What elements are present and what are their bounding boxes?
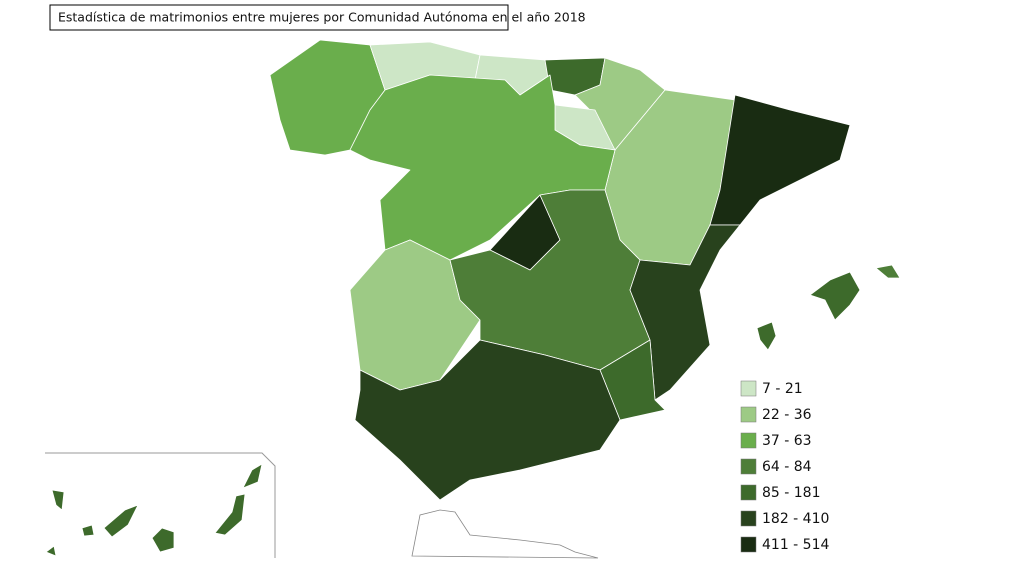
legend-swatch (740, 510, 757, 527)
region-canarias-4 (151, 527, 175, 553)
region-andalucia (354, 339, 621, 501)
canarias-inset-border (45, 452, 276, 558)
map-title: Estadística de matrimonios entre mujeres… (58, 10, 586, 25)
region-canarias-5 (214, 493, 246, 536)
regions (45, 39, 901, 557)
region-mallorca (809, 271, 861, 321)
title-box (49, 4, 509, 31)
legend-label: 64 - 84 (762, 459, 812, 475)
region-canarias-6 (242, 463, 263, 489)
legend-swatch (740, 484, 757, 501)
legend: 7 - 21 22 - 36 37 - 63 64 - 84 85 - 181 182 -… (740, 380, 829, 553)
legend-swatch (740, 536, 757, 553)
region-valencia (629, 224, 741, 401)
region-extremadura (349, 239, 481, 391)
legend-label: 411 - 514 (762, 537, 829, 553)
region-cataluna (709, 94, 851, 226)
legend-swatch (740, 458, 757, 475)
region-canarias-2 (81, 524, 95, 537)
legend-swatch (740, 380, 757, 397)
region-canarias-1 (51, 489, 65, 511)
legend-label: 85 - 181 (762, 485, 821, 501)
legend-label: 7 - 21 (762, 381, 803, 397)
region-canarias-3 (103, 504, 139, 538)
legend-label: 37 - 63 (762, 433, 812, 449)
legend-label: 22 - 36 (762, 407, 812, 423)
region-ibiza (756, 321, 777, 351)
africa-outline (411, 509, 599, 559)
region-menorca (875, 264, 901, 279)
legend-swatch (740, 432, 757, 449)
region-canarias-7 (45, 545, 57, 557)
legend-label: 182 - 410 (762, 511, 829, 527)
legend-swatch (740, 406, 757, 423)
